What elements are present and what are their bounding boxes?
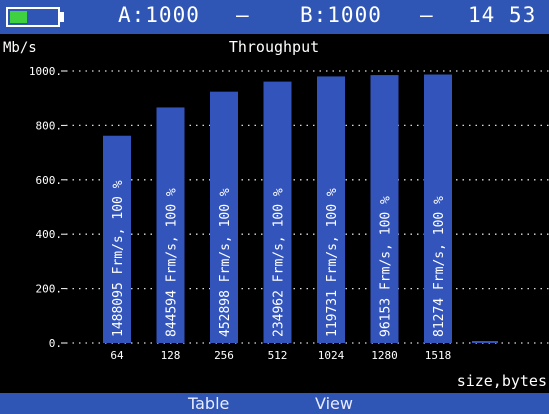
bar <box>317 76 345 343</box>
bar <box>210 91 238 343</box>
port-a-status: A:1000 <box>118 3 200 27</box>
bar-label: 81274 Frm/s, 100 % <box>432 196 447 337</box>
battery-tip <box>60 12 64 22</box>
bar-label: 234962 Frm/s, 100 % <box>272 188 287 337</box>
y-tick-label: 400. <box>36 228 63 241</box>
x-axis-label: size,bytes <box>457 372 547 390</box>
bar <box>424 74 452 343</box>
y-tick-label: 0. <box>49 337 62 350</box>
bar <box>103 135 131 343</box>
bar-label: 1488095 Frm/s, 100 % <box>111 180 126 337</box>
x-tick-label: 1518 <box>425 349 452 362</box>
bar-label: 452898 Frm/s, 100 % <box>218 188 233 337</box>
menu-view[interactable]: View <box>315 394 353 413</box>
bottom-menu-bar: Table View <box>0 393 549 414</box>
x-tick-label: 64 <box>110 349 124 362</box>
chart-title: Throughput <box>229 38 319 56</box>
y-tick-label: 200. <box>36 283 63 296</box>
bar <box>370 75 399 343</box>
x-tick-label: 1280 <box>371 349 398 362</box>
bar-label: 844594 Frm/s, 100 % <box>165 188 180 337</box>
empty-bar-stub <box>472 341 498 343</box>
separator-1: – <box>236 3 250 27</box>
bar-label: 96153 Frm/s, 100 % <box>379 196 394 337</box>
y-tick-label: 600. <box>36 174 63 187</box>
bar-label: 119731 Frm/s, 100 % <box>325 188 340 337</box>
bar <box>263 81 292 343</box>
x-tick-label: 512 <box>268 349 288 362</box>
port-b-status: B:1000 <box>300 3 382 27</box>
bar <box>156 107 185 343</box>
throughput-chart: Mb/s Throughput size,bytes 0. 200. 400. 600… <box>3 38 549 390</box>
y-tick-label: 800. <box>36 119 63 132</box>
status-bar: A:1000 – B:1000 – 14 53 <box>0 0 549 34</box>
clock: 14 53 <box>468 3 537 27</box>
x-tick-label: 128 <box>161 349 181 362</box>
y-axis-label: Mb/s <box>3 40 37 56</box>
y-tick-label: 1000. <box>29 65 62 78</box>
x-tick-label: 256 <box>214 349 234 362</box>
separator-2: – <box>420 3 434 27</box>
battery-icon <box>6 7 60 27</box>
menu-table[interactable]: Table <box>188 394 230 413</box>
x-tick-label: 1024 <box>318 349 345 362</box>
